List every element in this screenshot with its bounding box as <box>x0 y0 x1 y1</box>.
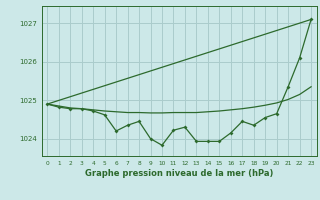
X-axis label: Graphe pression niveau de la mer (hPa): Graphe pression niveau de la mer (hPa) <box>85 169 273 178</box>
